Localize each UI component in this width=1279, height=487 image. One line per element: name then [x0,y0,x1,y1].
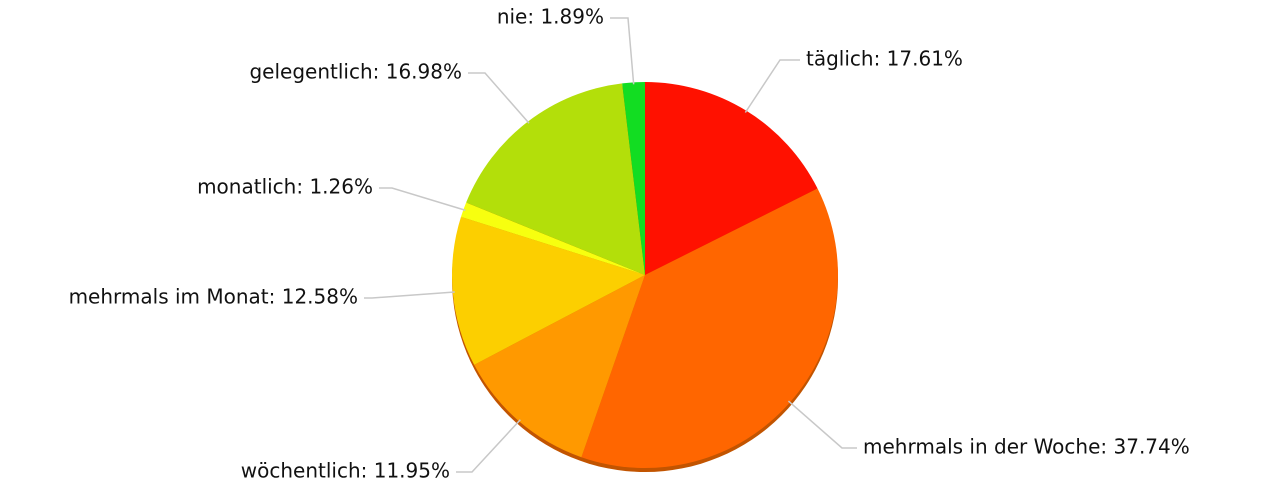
leader-line [787,400,857,449]
data-label: nie: 1.89% [497,5,604,29]
pie-slice [645,82,818,275]
data-label: gelegentlich: 16.98% [249,60,462,84]
pie-slice [466,83,645,275]
data-label: monatlich: 1.26% [197,175,373,199]
pie-slice [622,82,645,275]
data-label: mehrmals im Monat: 12.58% [69,285,358,309]
leader-line [744,59,800,113]
leader-line [468,72,530,124]
data-label: mehrmals in der Woche: 37.74% [863,435,1190,459]
data-label: wöchentlich: 11.95% [241,459,450,483]
pie-slice [474,275,645,458]
pie-slice [460,202,645,275]
leader-line [456,419,521,473]
leader-line [610,17,635,85]
pie-slice [581,188,838,468]
leader-line [364,291,455,299]
data-label: täglich: 17.61% [806,47,963,71]
pie-slice [452,216,645,365]
leader-line [379,187,466,211]
